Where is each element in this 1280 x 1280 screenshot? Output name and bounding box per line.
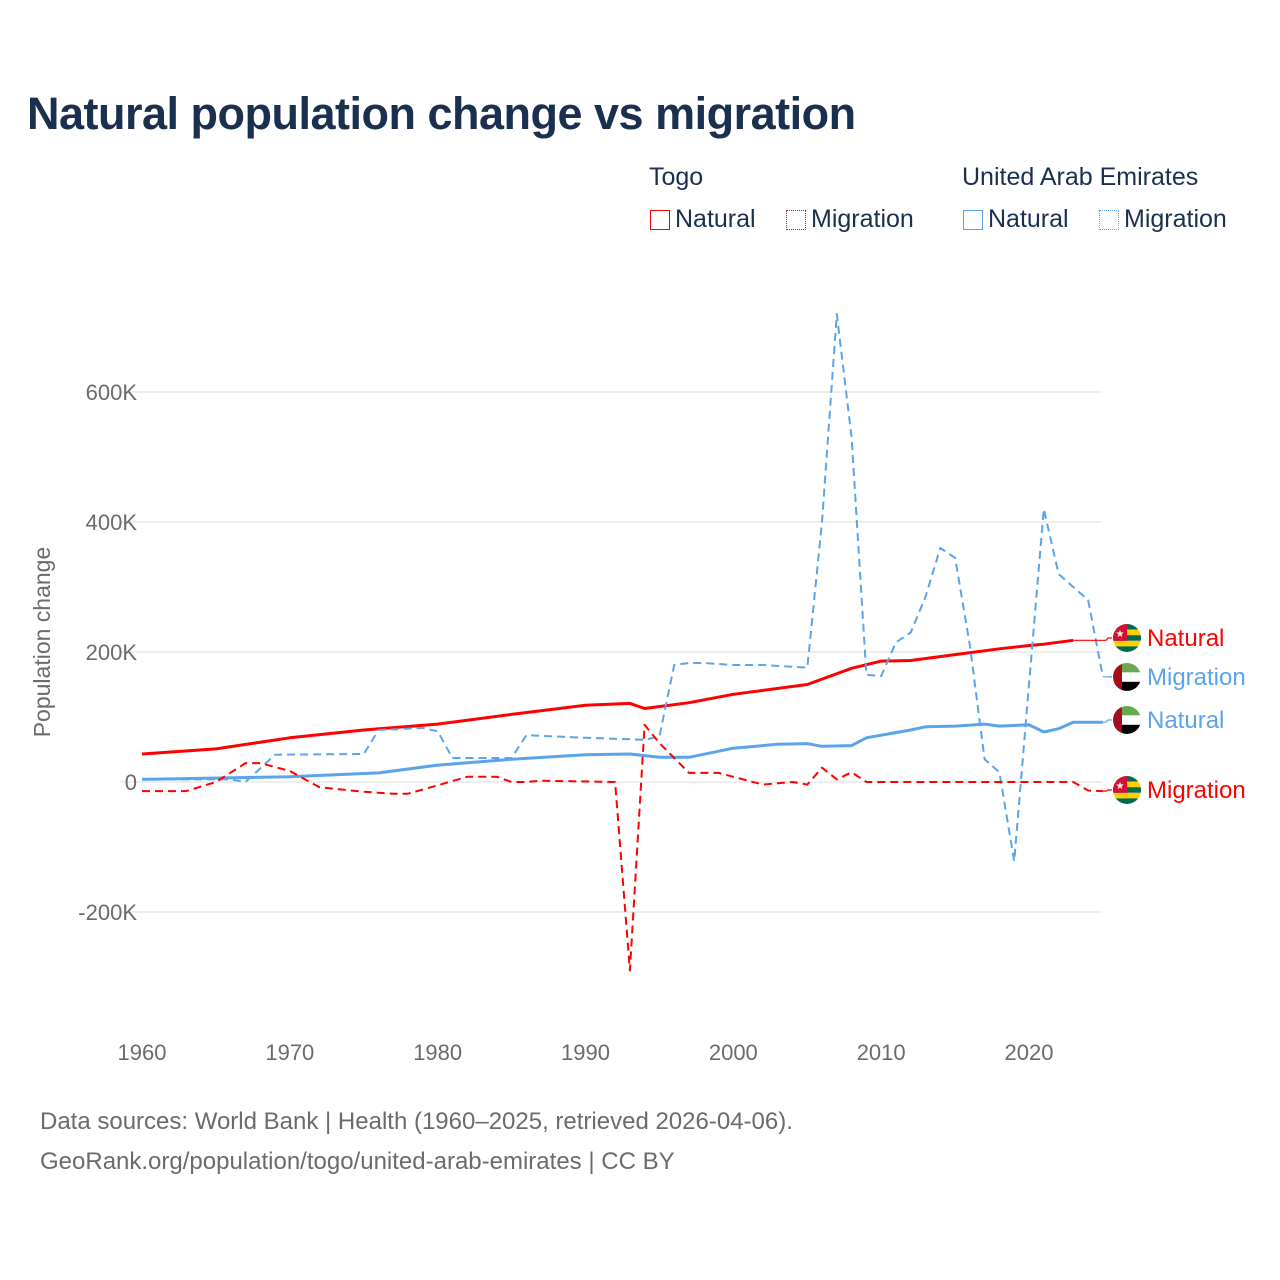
legend-uae-natural[interactable]: Natural bbox=[963, 205, 1069, 234]
y-tick-label: 0 bbox=[125, 770, 137, 795]
footer-source: Data sources: World Bank | Health (1960–… bbox=[40, 1108, 793, 1135]
legend-label: Migration bbox=[1124, 205, 1227, 233]
solid-swatch-icon bbox=[963, 209, 983, 230]
x-tick-label: 1970 bbox=[265, 1040, 314, 1065]
legend-label: Natural bbox=[988, 205, 1069, 233]
uae-flag-icon bbox=[1113, 706, 1141, 734]
legend-togo-natural[interactable]: Natural bbox=[650, 205, 756, 234]
legend-label: Migration bbox=[811, 205, 914, 233]
series-line-togo-natural bbox=[141, 638, 1074, 756]
y-tick-label: 600K bbox=[86, 380, 138, 405]
uae-flag-icon bbox=[1113, 663, 1141, 691]
dotted-swatch-icon bbox=[786, 209, 806, 230]
legend-uae-migration[interactable]: Migration bbox=[1099, 205, 1227, 234]
label-connector bbox=[1102, 789, 1112, 792]
x-tick-label: 2020 bbox=[1005, 1040, 1054, 1065]
dotted-swatch-icon bbox=[1099, 209, 1119, 230]
label-connector bbox=[1102, 719, 1112, 723]
end-label: Natural bbox=[1147, 625, 1224, 652]
legend-label: Natural bbox=[675, 205, 756, 233]
y-tick-label: 200K bbox=[86, 640, 138, 665]
legend-group-togo: Togo bbox=[649, 163, 704, 191]
svg-text:★: ★ bbox=[1116, 629, 1125, 640]
y-tick-label: 400K bbox=[86, 510, 138, 535]
svg-text:★: ★ bbox=[1116, 781, 1125, 792]
series-line-united-arab-emirates-migration bbox=[142, 313, 1104, 863]
y-tick-label: -200K bbox=[78, 900, 137, 925]
togo-flag-icon: ★ bbox=[1113, 624, 1141, 652]
legend-togo-migration[interactable]: Migration bbox=[786, 205, 914, 234]
end-label: Natural bbox=[1147, 707, 1224, 734]
end-label: Migration bbox=[1147, 664, 1246, 691]
chart-title: Natural population change vs migration bbox=[27, 88, 856, 139]
togo-flag-icon: ★ bbox=[1113, 776, 1141, 804]
end-label: Migration bbox=[1147, 777, 1246, 804]
x-tick-label: 2000 bbox=[709, 1040, 758, 1065]
x-tick-label: 1980 bbox=[413, 1040, 462, 1065]
series-line-togo-migration bbox=[142, 723, 1103, 972]
x-tick-label: 1960 bbox=[118, 1040, 167, 1065]
solid-swatch-icon bbox=[650, 209, 670, 230]
footer-url[interactable]: GeoRank.org/population/togo/united-arab-… bbox=[40, 1148, 675, 1175]
y-axis-label: Population change bbox=[29, 547, 55, 738]
legend-group-uae: United Arab Emirates bbox=[962, 163, 1199, 191]
label-connector bbox=[1073, 637, 1112, 641]
x-tick-label: 1990 bbox=[561, 1040, 610, 1065]
x-tick-label: 2010 bbox=[857, 1040, 906, 1065]
series-line-united-arab-emirates-natural bbox=[141, 720, 1103, 781]
